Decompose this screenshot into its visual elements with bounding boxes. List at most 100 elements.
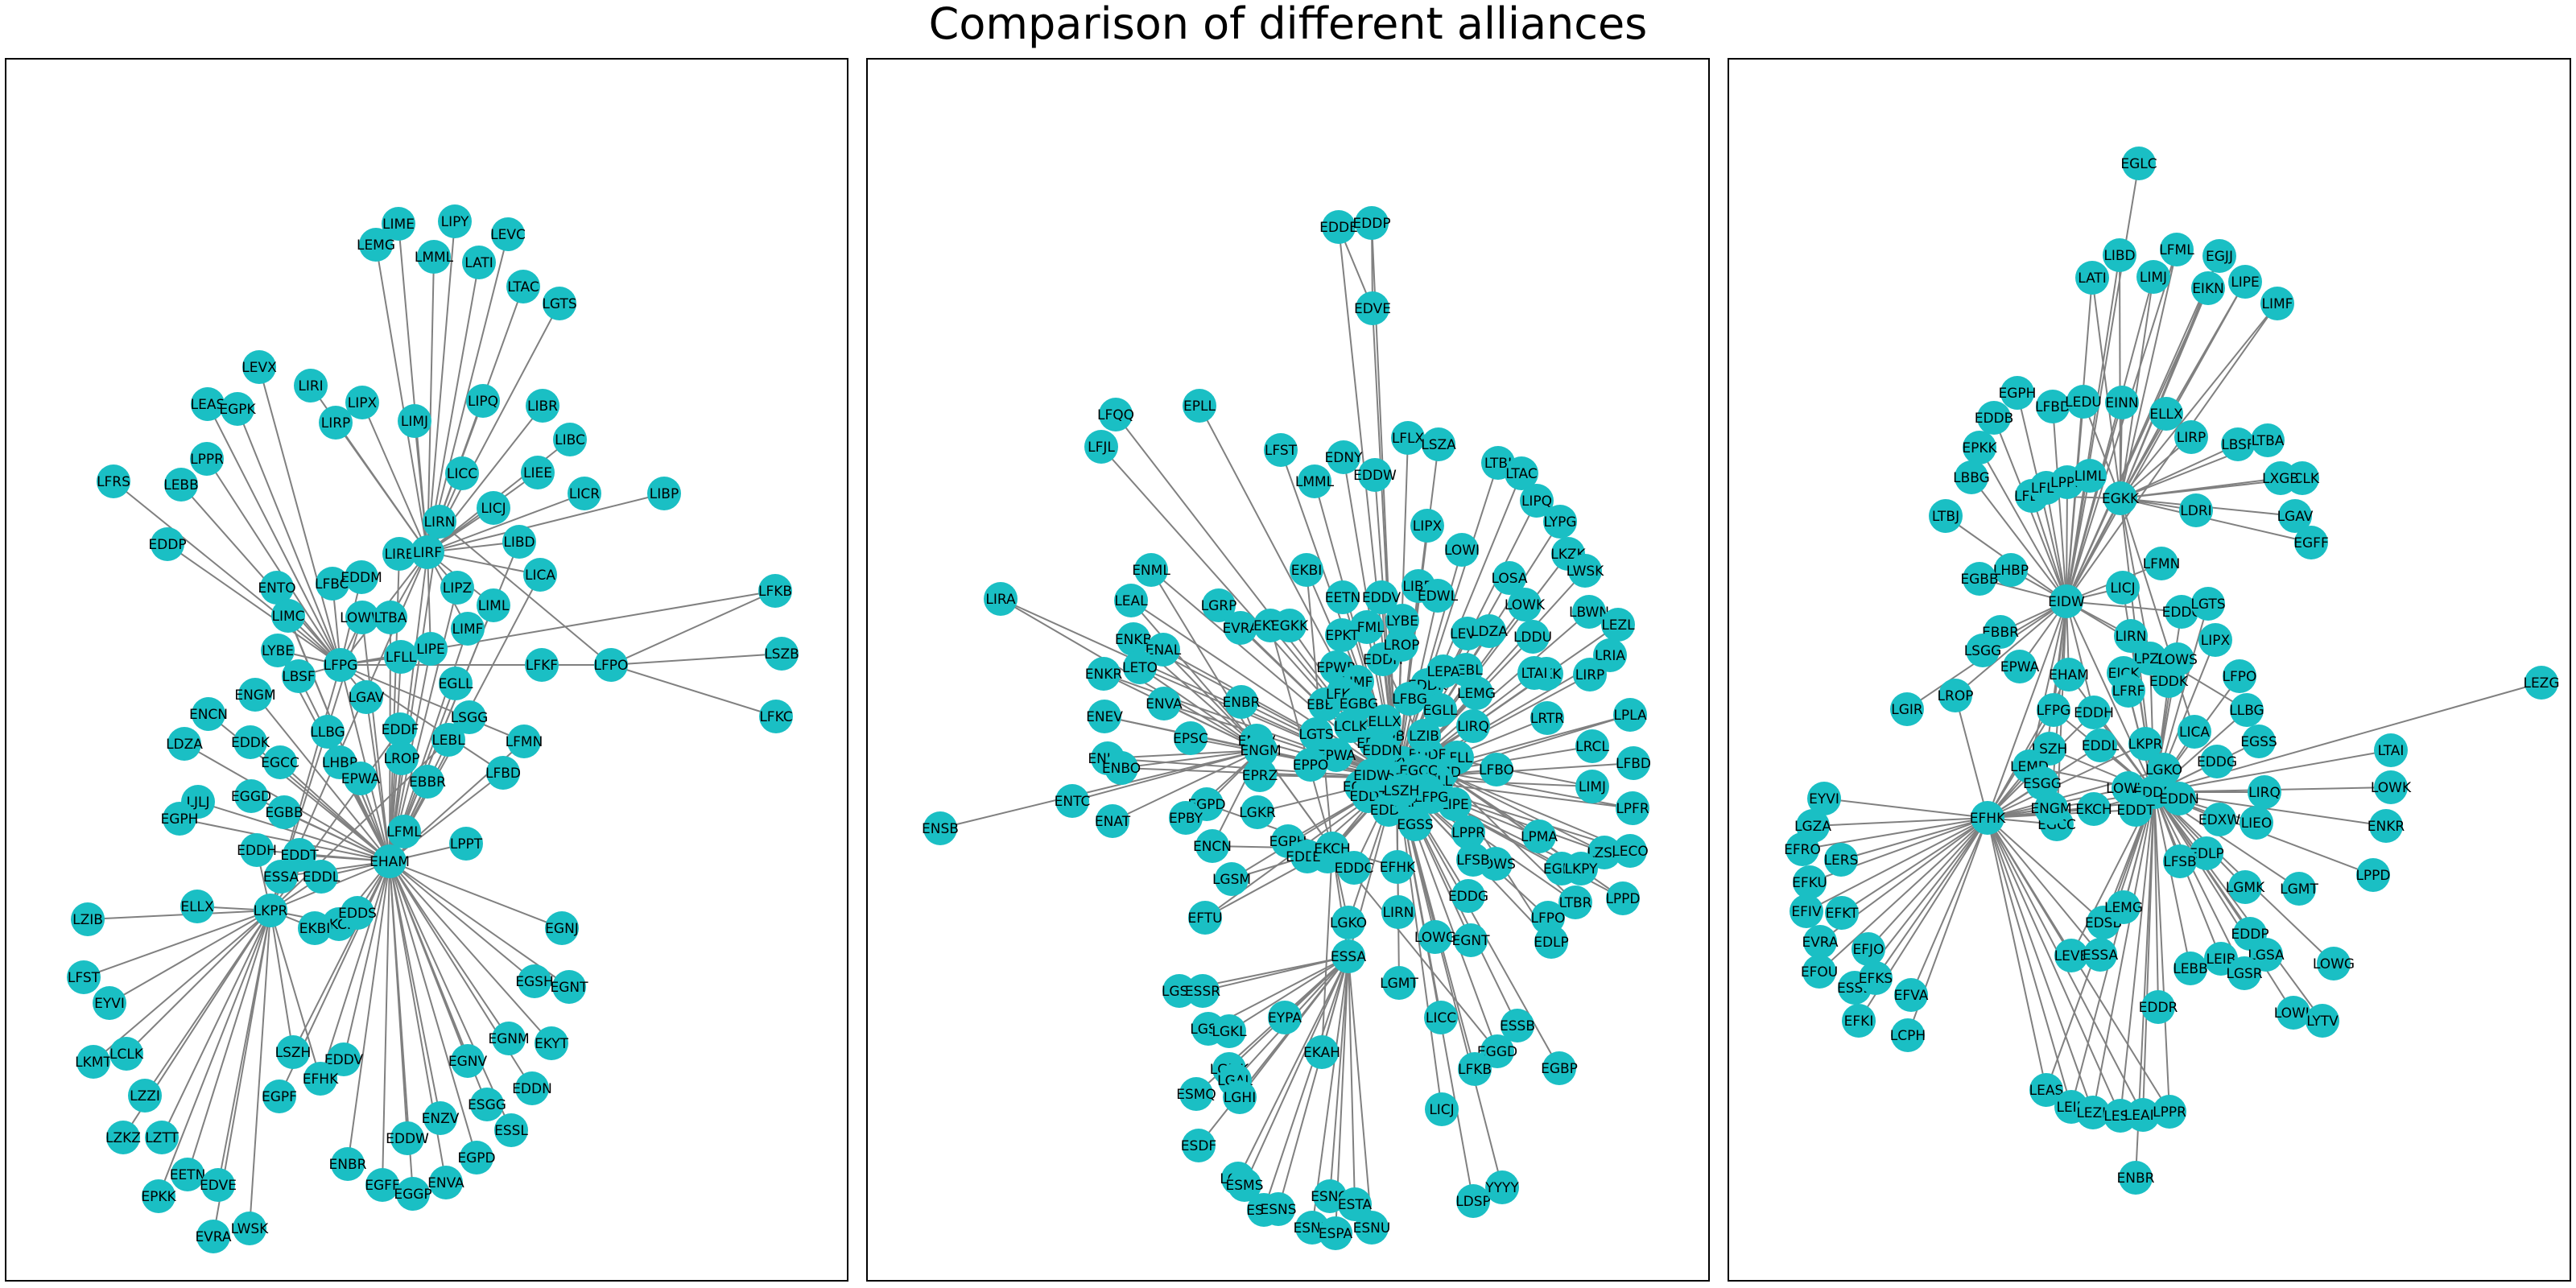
node-loww: LOWW [340,601,385,634]
node-label: LYBE [1386,613,1418,630]
node-lowl: LOWL [2274,996,2314,1030]
node-label: ENEV [1086,709,1123,725]
node-eddb: EDDB [1975,401,2013,435]
node-circle [2178,715,2211,749]
node-label: ENKB [1115,632,1152,648]
node-label: ENAT [1095,814,1131,830]
node-circle [1938,679,1972,712]
node-label: EDDS [338,906,377,922]
node-ekch: EKCH [1314,832,1351,865]
node-egbb: EGBB [1960,562,1999,596]
node-label: LIBC [555,432,585,448]
node-circle [201,1168,235,1202]
node-label: LGRP [1201,598,1237,614]
node-circle [2133,642,2167,675]
node-label: LJLJ [187,795,210,811]
node-circle [515,1071,549,1105]
node-lbsf: LBSF [2221,427,2255,461]
node-egnj: EGNJ [545,911,579,945]
node-label: LEBL [431,733,465,749]
node-label: LIMJ [2140,270,2167,286]
node-label: ESMQ [1176,1087,1216,1103]
edge-LIRF-LIPY [427,221,456,553]
node-eddv: EDDV [1362,580,1401,614]
node-lfst: LFST [1264,433,1298,467]
node-label: LIRE [384,547,414,563]
edge-EHAM-EGSH [389,861,535,982]
node-lipx: LIPX [1410,509,1444,543]
node-lkmt: LKMT [75,1045,112,1079]
node-circle [398,404,431,438]
node-circle [411,535,444,569]
node-circle [93,986,126,1020]
edge-LFPO-LFKC [610,664,777,717]
edge-EDDM-LEAL [1130,600,1397,779]
node-label: LFSB [1456,852,1489,869]
node-label: ESDF [1181,1138,1216,1154]
node-circle [1793,865,1827,899]
node-label: EDVE [1354,301,1391,317]
node-label: ENTO [258,580,295,597]
edge-EFHK-EFIV [1806,817,1988,912]
node-label: EETN [170,1167,206,1183]
node-circle [1423,693,1457,727]
node-circle [765,637,799,671]
node-circle [1785,832,1819,866]
node-edwl: EDWL [1418,579,1459,613]
node-lirn: LIRN [1381,895,1415,929]
edge-EFHK-LKPR [1987,743,2146,819]
node-egnt: EGNT [1451,923,1490,957]
node-circle [345,601,379,634]
node-circle [984,582,1018,616]
edge-ESSA-ESTA [1348,956,1356,1205]
node-eddm: EDDM [341,560,382,594]
node-einn: EINN [2105,386,2139,419]
node-label: LEVX [242,360,277,376]
node-label: EDWL [1418,588,1459,605]
node-label: EDDE [1319,220,1358,236]
node-lowi: LOWI [1444,533,1480,567]
node-label: LMML [1295,474,1335,490]
node-circle [1273,609,1307,642]
node-enbr: ENBR [1223,685,1261,719]
node-label: LBBG [1953,470,1990,486]
node-circle [1456,843,1490,877]
node-label: EPKT [1325,628,1359,644]
node-leam: LEAM [2124,1098,2161,1132]
node-circle [276,1035,310,1069]
edge-LFPG-LEAS [207,403,341,666]
edge-ESSA-ESDF [1198,956,1349,1146]
node-label: LZTT [145,1130,179,1146]
node-circle [151,527,184,561]
node-label: LGMT [1380,976,1418,992]
node-label: LKPR [2128,737,2163,753]
edge-EHAM-ENZV [389,861,441,1119]
node-lemg: LEMG [2104,890,2143,924]
node-circle [145,1121,179,1154]
node-circle [262,1080,296,1113]
edge-ESSA-ESNS [1278,956,1349,1210]
node-circle [1520,484,1554,518]
node-label: EGPK [219,402,256,418]
node-circle [341,896,374,930]
node-circle [311,715,345,749]
node-lybe: LYBE [261,634,295,667]
node-circle [2103,238,2136,272]
node-lowg: LOWG [1414,920,1456,954]
node-libp: LIBP [647,477,681,510]
node-label: LPZL [2134,651,2167,667]
node-label: LPLA [1613,708,1647,724]
node-label: ESSA [2083,947,2119,964]
node-label: LIMF [2262,296,2293,312]
node-circle [1407,719,1441,753]
node-label: LDZA [1471,624,1508,640]
node-label: ESSL [494,1123,528,1139]
node-circle [1382,966,1416,1000]
node-edny: EDNY [1325,440,1363,474]
node-circle [2162,782,2196,815]
node-lwsk: LWSK [1567,554,1604,588]
node-circle [1824,843,1858,877]
node-eggd: EGGD [231,779,271,813]
node-circle [327,1042,361,1076]
node-lfbo: LFBO [315,567,350,601]
